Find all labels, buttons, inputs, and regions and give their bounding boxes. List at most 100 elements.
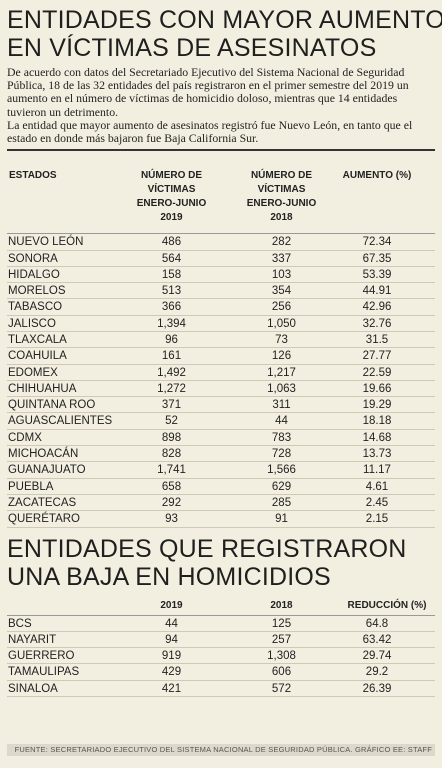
cell-percent: 22.59 xyxy=(362,366,392,379)
table-row: SINALOA 421 572 26.39 xyxy=(7,681,435,698)
cell-estado: AGUASCALIENTES xyxy=(8,415,113,428)
cell-percent: 29.2 xyxy=(365,666,389,679)
header-2018-line4: 2018 xyxy=(270,212,293,224)
cell-2018: 256 xyxy=(271,301,292,314)
header2-2019: 2019 xyxy=(160,599,183,611)
cell-2018: 354 xyxy=(271,285,292,298)
cell-estado: NUEVO LEÓN xyxy=(8,236,84,249)
cell-2019: 828 xyxy=(161,448,182,461)
table-row: NUEVO LEÓN 486 282 72.34 xyxy=(7,234,435,251)
cell-percent: 27.77 xyxy=(362,350,392,363)
header-2019-line1: NÚMERO DE xyxy=(140,170,203,182)
cell-2018: 629 xyxy=(271,480,292,493)
section1-title-line2: EN VÍCTIMAS DE ASESINATOS xyxy=(7,34,377,62)
table-row: MORELOS 513 354 44.91 xyxy=(7,283,435,300)
cell-estado: SINALOA xyxy=(8,682,58,695)
cell-2019: 93 xyxy=(165,513,178,526)
cell-estado: QUINTANA ROO xyxy=(8,399,96,412)
cell-estado: HIDALGO xyxy=(8,268,60,281)
cell-2018: 103 xyxy=(271,268,292,281)
cell-2019: 292 xyxy=(161,496,182,509)
header-2018-line1: NÚMERO DE xyxy=(250,170,313,182)
table-row: QUINTANA ROO 371 311 19.29 xyxy=(7,397,435,414)
cell-percent: 63.42 xyxy=(362,633,392,646)
table-row: MICHOACÁN 828 728 13.73 xyxy=(7,446,435,463)
cell-2018: 282 xyxy=(271,236,292,249)
cell-percent: 32.76 xyxy=(362,317,392,330)
cell-estado: GUERRERO xyxy=(8,650,75,663)
cell-2018: 125 xyxy=(271,617,292,630)
cell-2018: 311 xyxy=(272,399,291,412)
table1-header: ESTADOS NÚMERO DE VÍCTIMAS ENERO-JUNIO 2… xyxy=(7,151,435,233)
cell-2018: 337 xyxy=(271,252,292,265)
table-row: EDOMEX 1,492 1,217 22.59 xyxy=(7,365,435,381)
cell-estado: QUERÉTARO xyxy=(8,513,80,526)
cell-estado: COAHUILA xyxy=(8,350,67,363)
cell-percent: 11.17 xyxy=(363,464,391,477)
header-victimas-2018: NÚMERO DE VÍCTIMAS ENERO-JUNIO 2018 xyxy=(229,169,334,225)
cell-2019: 371 xyxy=(161,399,182,412)
cell-2018: 91 xyxy=(275,513,288,526)
cell-estado: NAYARIT xyxy=(8,633,57,646)
table-row: TLAXCALA 96 73 31.5 xyxy=(7,332,435,349)
cell-2018: 257 xyxy=(271,633,292,646)
cell-2018: 1,308 xyxy=(267,650,296,663)
cell-percent: 14.68 xyxy=(362,431,392,444)
table-row: JALISCO 1,394 1,050 32.76 xyxy=(7,316,435,332)
cell-2019: 421 xyxy=(161,682,182,695)
table-row: BCS 44 125 64.8 xyxy=(7,616,435,632)
cell-2019: 898 xyxy=(161,431,182,444)
cell-percent: 72.34 xyxy=(362,236,392,249)
cell-2019: 486 xyxy=(161,236,182,249)
header-aumento: AUMENTO (%) xyxy=(342,170,412,182)
table-row: CHIHUAHUA 1,272 1,063 19.66 xyxy=(7,381,435,398)
cell-2018: 1,063 xyxy=(267,382,296,395)
cell-2019: 564 xyxy=(161,252,182,265)
cell-2019: 1,272 xyxy=(157,382,186,395)
header2-reduccion: REDUCCIÓN (%) xyxy=(347,599,427,611)
cell-2018: 126 xyxy=(271,350,292,363)
header-victimas-2019: NÚMERO DE VÍCTIMAS ENERO-JUNIO 2019 xyxy=(119,169,224,225)
table2-rows: BCS 44 125 64.8 NAYARIT 94 257 63.42 GUERRERO 919… xyxy=(7,614,435,698)
header-2018-line3: ENERO-JUNIO xyxy=(246,198,317,210)
section2-title-line2: UNA BAJA EN HOMICIDIOS xyxy=(7,562,331,591)
divider xyxy=(7,149,435,152)
cell-percent: 67.35 xyxy=(362,252,392,265)
cell-percent: 4.61 xyxy=(365,480,389,493)
cell-estado: BCS xyxy=(8,617,32,630)
cell-2019: 52 xyxy=(165,415,178,428)
cell-estado: JALISCO xyxy=(8,317,56,330)
cell-2018: 606 xyxy=(271,666,292,679)
table-row: COAHUILA 161 126 27.77 xyxy=(7,348,435,365)
cell-estado: MORELOS xyxy=(8,285,66,298)
cell-2019: 513 xyxy=(161,285,182,298)
cell-percent: 31.5 xyxy=(365,334,389,346)
section2-title-line1: ENTIDADES QUE REGISTRARON xyxy=(7,534,407,563)
cell-estado: TABASCO xyxy=(8,301,63,314)
intro-paragraph-2: La entidad que mayor aumento de asesinat… xyxy=(7,117,413,146)
cell-2019: 158 xyxy=(161,268,182,281)
table2-header: 2019 2018 REDUCCIÓN (%) xyxy=(7,597,435,615)
table-row: CDMX 898 783 14.68 xyxy=(7,430,435,447)
cell-2019: 161 xyxy=(161,350,182,363)
header-2018-line2: VÍCTIMAS xyxy=(257,184,306,196)
cell-2018: 1,566 xyxy=(267,464,296,477)
section1-title-line1: ENTIDADES CON MAYOR AUMENTO xyxy=(7,6,442,34)
cell-percent: 13.73 xyxy=(362,448,392,461)
cell-percent: 26.39 xyxy=(362,682,392,695)
cell-2018: 783 xyxy=(271,431,292,444)
cell-2019: 1,394 xyxy=(157,317,186,330)
cell-2019: 366 xyxy=(161,301,182,314)
cell-percent: 19.66 xyxy=(362,382,392,395)
table-row: ZACATECAS 292 285 2.45 xyxy=(7,495,435,512)
cell-2019: 919 xyxy=(161,650,182,663)
cell-2018: 285 xyxy=(271,496,292,509)
cell-2019: 1,492 xyxy=(157,366,186,379)
cell-2018: 73 xyxy=(275,334,288,346)
cell-2019: 96 xyxy=(165,334,178,346)
source-footer: FUENTE: SECRETARIADO EJECUTIVO DEL SISTE… xyxy=(7,744,435,756)
header-2019-line3: ENERO-JUNIO xyxy=(136,198,207,210)
table-row: QUERÉTARO 93 91 2.15 xyxy=(7,511,435,528)
cell-estado: CHIHUAHUA xyxy=(8,382,77,395)
cell-percent: 53.39 xyxy=(362,268,392,281)
